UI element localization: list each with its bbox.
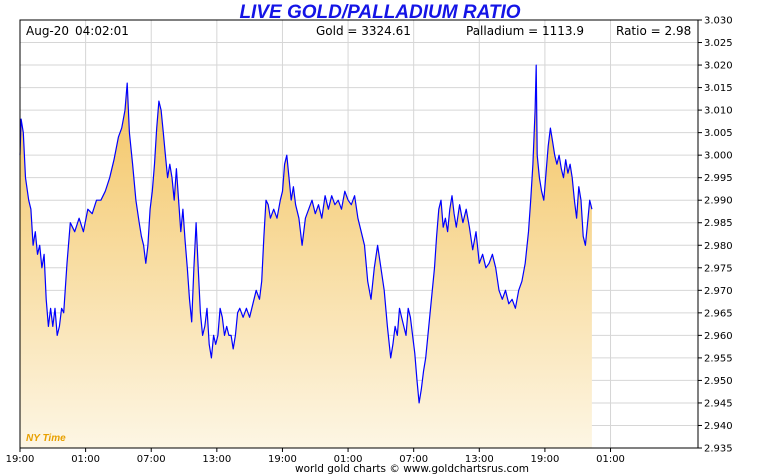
y-tick-label: 2.965 — [704, 308, 733, 319]
x-tick-label: 01:00 — [334, 454, 363, 465]
x-tick-label: 07:00 — [399, 454, 428, 465]
y-tick-label: 3.010 — [704, 106, 733, 117]
y-tick-label: 2.940 — [704, 421, 733, 432]
x-tick-label: 13:00 — [202, 454, 231, 465]
y-tick-label: 3.000 — [704, 151, 733, 162]
header-palladium-price: Palladium = 1113.9 — [466, 24, 584, 38]
header-time: 04:02:01 — [75, 24, 129, 38]
y-tick-label: 3.020 — [704, 61, 733, 72]
x-axis-ticks: 19:00 01:00 07:00 13:00 19:00 01:00 07:00 13:00… — [6, 448, 625, 465]
header-gold-price: Gold = 3324.61 — [316, 24, 411, 38]
timezone-label: NY Time — [26, 433, 66, 444]
y-tick-label: 3.015 — [704, 83, 733, 94]
chart-title: LIVE GOLD/PALLADIUM RATIO — [239, 2, 520, 23]
x-tick-label: 13:00 — [465, 454, 494, 465]
y-tick-label: 2.995 — [704, 173, 733, 184]
ratio-line — [19, 64, 593, 404]
x-tick-label: 01:00 — [596, 454, 625, 465]
ratio-area — [20, 65, 592, 448]
y-tick-label: 2.985 — [704, 218, 733, 229]
x-tick-label: 01:00 — [71, 454, 100, 465]
plot-border — [19, 19, 699, 449]
y-tick-label: 2.970 — [704, 286, 733, 297]
y-tick-label: 2.980 — [704, 241, 733, 252]
y-tick-label: 2.945 — [704, 398, 733, 409]
y-tick-label: 2.960 — [704, 331, 733, 342]
y-tick-label: 3.025 — [704, 38, 733, 49]
header-ratio: Ratio = 2.98 — [616, 24, 691, 38]
y-tick-label: 2.950 — [704, 376, 733, 387]
y-tick-label: 2.975 — [704, 263, 733, 274]
y-tick-label: 3.005 — [704, 128, 733, 139]
y-tick-label: 3.030 — [704, 16, 733, 27]
header-date: Aug-20 — [26, 24, 69, 38]
x-tick-label: 19:00 — [268, 454, 297, 465]
x-tick-label: 19:00 — [530, 454, 559, 465]
y-axis-ticks: 2.935 2.940 2.945 2.950 2.955 2.960 2.965 2.970… — [698, 16, 733, 455]
y-tick-label: 2.990 — [704, 196, 733, 207]
footer-credit: world gold charts © www.goldchartsrus.co… — [295, 463, 529, 475]
x-tick-label: 19:00 — [6, 454, 35, 465]
y-tick-label: 2.935 — [704, 444, 733, 455]
y-tick-label: 2.955 — [704, 353, 733, 364]
x-tick-label: 07:00 — [137, 454, 166, 465]
